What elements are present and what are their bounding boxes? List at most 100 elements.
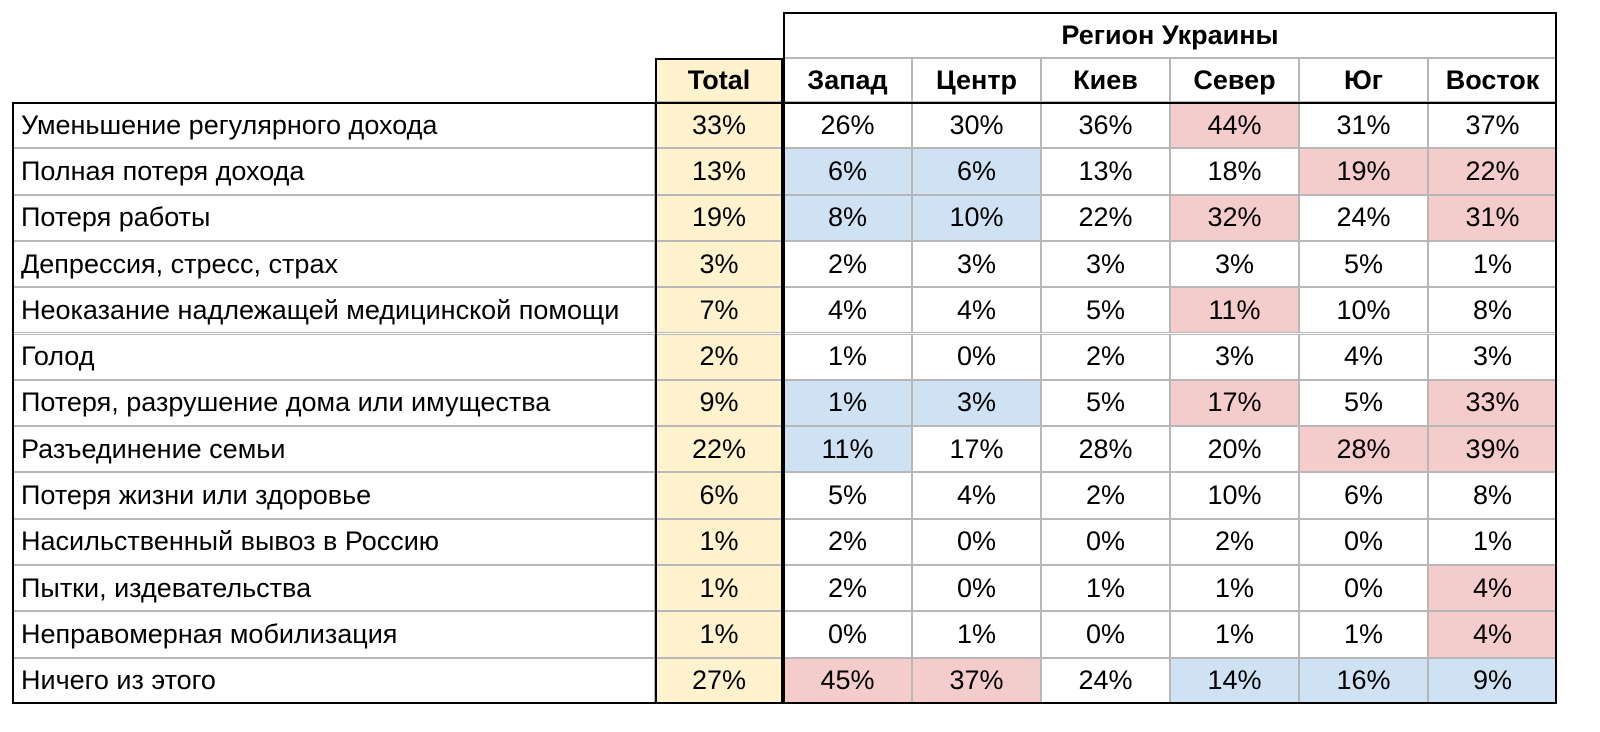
total-cell: 22% bbox=[655, 426, 783, 473]
value-cell: 17% bbox=[1170, 379, 1299, 427]
value-cell: 24% bbox=[1299, 194, 1428, 241]
row-label: Неправомерная мобилизация bbox=[12, 611, 655, 658]
value-cell: 6% bbox=[783, 148, 912, 195]
column-header: Центр bbox=[912, 58, 1041, 102]
value-cell: 19% bbox=[1299, 148, 1428, 195]
value-cell: 0% bbox=[912, 518, 1041, 565]
total-cell: 7% bbox=[655, 287, 783, 334]
value-cell: 3% bbox=[1170, 333, 1299, 380]
value-cell: 5% bbox=[783, 472, 912, 519]
row-label: Неоказание надлежащей медицинской помощи bbox=[12, 287, 655, 334]
value-cell: 4% bbox=[1428, 565, 1557, 612]
value-cell: 1% bbox=[1299, 611, 1428, 658]
value-cell: 3% bbox=[1170, 240, 1299, 288]
value-cell: 5% bbox=[1299, 240, 1428, 288]
value-cell: 8% bbox=[783, 194, 912, 241]
value-cell: 0% bbox=[1041, 611, 1170, 658]
value-cell: 0% bbox=[783, 611, 912, 658]
value-cell: 5% bbox=[1299, 379, 1428, 427]
total-cell: 6% bbox=[655, 472, 783, 519]
value-cell: 4% bbox=[1299, 333, 1428, 380]
value-cell: 4% bbox=[783, 287, 912, 334]
row-label: Полная потеря дохода bbox=[12, 148, 655, 195]
value-cell: 22% bbox=[1041, 194, 1170, 241]
region-group-header: Регион Украины bbox=[783, 12, 1557, 58]
row-label: Голод bbox=[12, 333, 655, 380]
total-cell: 33% bbox=[655, 102, 783, 149]
value-cell: 1% bbox=[912, 611, 1041, 658]
column-header: Восток bbox=[1428, 58, 1557, 102]
row-label: Потеря жизни или здоровье bbox=[12, 472, 655, 519]
value-cell: 14% bbox=[1170, 657, 1299, 704]
value-cell: 26% bbox=[783, 102, 912, 149]
total-cell: 9% bbox=[655, 379, 783, 427]
value-cell: 0% bbox=[1299, 565, 1428, 612]
value-cell: 8% bbox=[1428, 287, 1557, 334]
value-cell: 8% bbox=[1428, 472, 1557, 519]
total-cell: 1% bbox=[655, 611, 783, 658]
row-label: Потеря работы bbox=[12, 194, 655, 241]
total-cell: 2% bbox=[655, 333, 783, 380]
value-cell: 1% bbox=[1170, 565, 1299, 612]
value-cell: 18% bbox=[1170, 148, 1299, 195]
value-cell: 31% bbox=[1299, 102, 1428, 149]
value-cell: 22% bbox=[1428, 148, 1557, 195]
value-cell: 2% bbox=[783, 565, 912, 612]
value-cell: 0% bbox=[1299, 518, 1428, 565]
value-cell: 9% bbox=[1428, 657, 1557, 704]
value-cell: 11% bbox=[1170, 287, 1299, 334]
value-cell: 5% bbox=[1041, 287, 1170, 334]
row-label: Уменьшение регулярного дохода bbox=[12, 102, 655, 149]
value-cell: 45% bbox=[783, 657, 912, 704]
row-label: Потеря, разрушение дома или имущества bbox=[12, 379, 655, 427]
value-cell: 5% bbox=[1041, 379, 1170, 427]
value-cell: 32% bbox=[1170, 194, 1299, 241]
value-cell: 2% bbox=[783, 240, 912, 288]
value-cell: 17% bbox=[912, 426, 1041, 473]
value-cell: 2% bbox=[1041, 472, 1170, 519]
value-cell: 30% bbox=[912, 102, 1041, 149]
value-cell: 16% bbox=[1299, 657, 1428, 704]
total-cell: 1% bbox=[655, 565, 783, 612]
value-cell: 20% bbox=[1170, 426, 1299, 473]
value-cell: 2% bbox=[783, 518, 912, 565]
value-cell: 2% bbox=[1041, 333, 1170, 380]
column-header: Запад bbox=[783, 58, 912, 102]
value-cell: 1% bbox=[1428, 240, 1557, 288]
value-cell: 36% bbox=[1041, 102, 1170, 149]
total-cell: 1% bbox=[655, 518, 783, 565]
value-cell: 44% bbox=[1170, 102, 1299, 149]
value-cell: 0% bbox=[912, 333, 1041, 380]
value-cell: 0% bbox=[912, 565, 1041, 612]
row-label: Пытки, издевательства bbox=[12, 565, 655, 612]
value-cell: 37% bbox=[912, 657, 1041, 704]
value-cell: 1% bbox=[783, 379, 912, 427]
region-table: Регион Украины Total Запад Центр Киев Север Юг… bbox=[12, 12, 1557, 704]
row-label: Ничего из этого bbox=[12, 657, 655, 704]
value-cell: 6% bbox=[912, 148, 1041, 195]
total-cell: 3% bbox=[655, 240, 783, 288]
value-cell: 10% bbox=[912, 194, 1041, 241]
value-cell: 28% bbox=[1041, 426, 1170, 473]
value-cell: 3% bbox=[1428, 333, 1557, 380]
column-header: Юг bbox=[1299, 58, 1428, 102]
column-header: Киев bbox=[1041, 58, 1170, 102]
row-label: Разъединение семьи bbox=[12, 426, 655, 473]
value-cell: 3% bbox=[1041, 240, 1170, 288]
value-cell: 3% bbox=[912, 240, 1041, 288]
column-header: Север bbox=[1170, 58, 1299, 102]
value-cell: 1% bbox=[1170, 611, 1299, 658]
value-cell: 11% bbox=[783, 426, 912, 473]
row-label: Насильственный вывоз в Россию bbox=[12, 518, 655, 565]
value-cell: 1% bbox=[1041, 565, 1170, 612]
value-cell: 1% bbox=[1428, 518, 1557, 565]
value-cell: 6% bbox=[1299, 472, 1428, 519]
total-header: Total bbox=[655, 58, 783, 102]
value-cell: 28% bbox=[1299, 426, 1428, 473]
value-cell: 31% bbox=[1428, 194, 1557, 241]
value-cell: 2% bbox=[1170, 518, 1299, 565]
value-cell: 4% bbox=[912, 472, 1041, 519]
value-cell: 4% bbox=[912, 287, 1041, 334]
value-cell: 39% bbox=[1428, 426, 1557, 473]
value-cell: 13% bbox=[1041, 148, 1170, 195]
